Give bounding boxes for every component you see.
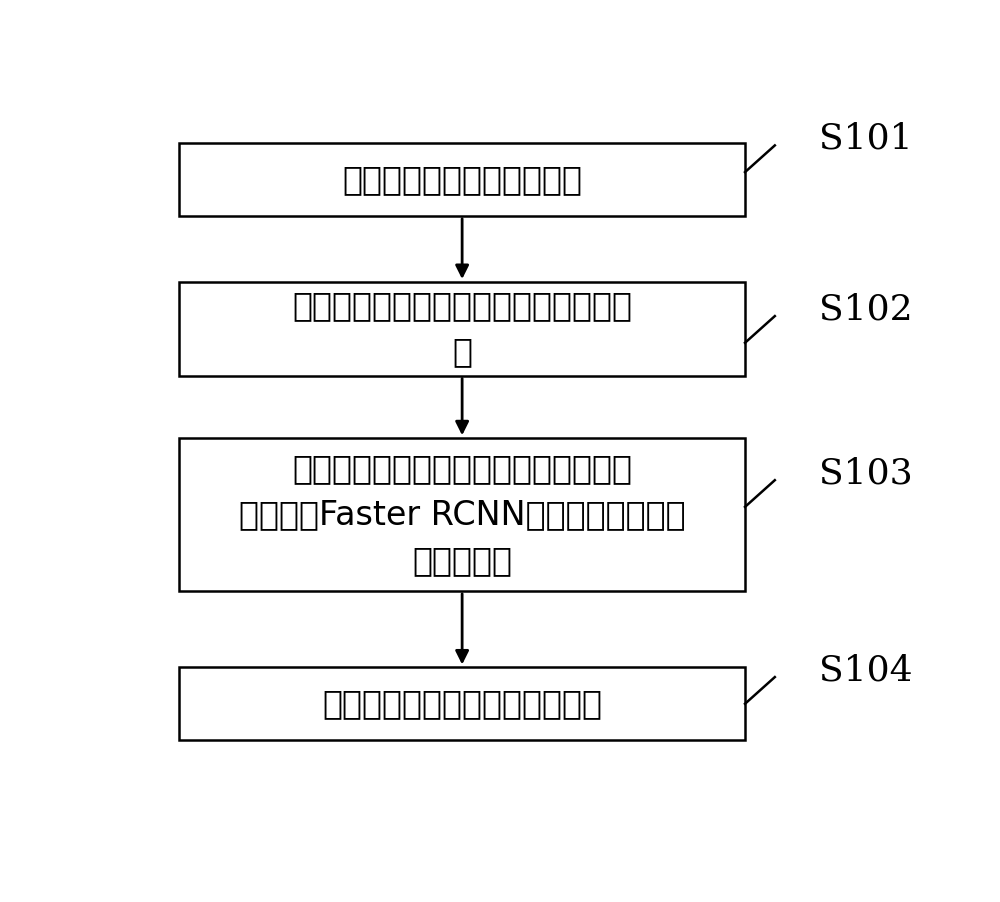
- Text: S102: S102: [819, 292, 912, 327]
- Bar: [179, 143, 745, 216]
- Text: 将经标注处理后的胚胎光镜图片输入事
先训练的Faster RCNN识别模型以生成细
胞预测结果: 将经标注处理后的胚胎光镜图片输入事 先训练的Faster RCNN识别模型以生成…: [239, 452, 685, 577]
- Text: S103: S103: [819, 456, 912, 490]
- Text: 对胚胎光镜图片进行预处理: 对胚胎光镜图片进行预处理: [342, 163, 582, 196]
- Text: 根据细胞预测结果进行细胞识别: 根据细胞预测结果进行细胞识别: [322, 687, 602, 721]
- Text: S101: S101: [819, 122, 912, 155]
- Text: S104: S104: [819, 653, 912, 687]
- Bar: [179, 281, 745, 375]
- Bar: [179, 438, 745, 591]
- Bar: [179, 667, 745, 741]
- Text: 对预处理后的胚胎光镜图片进行标注处
理: 对预处理后的胚胎光镜图片进行标注处 理: [292, 290, 632, 368]
